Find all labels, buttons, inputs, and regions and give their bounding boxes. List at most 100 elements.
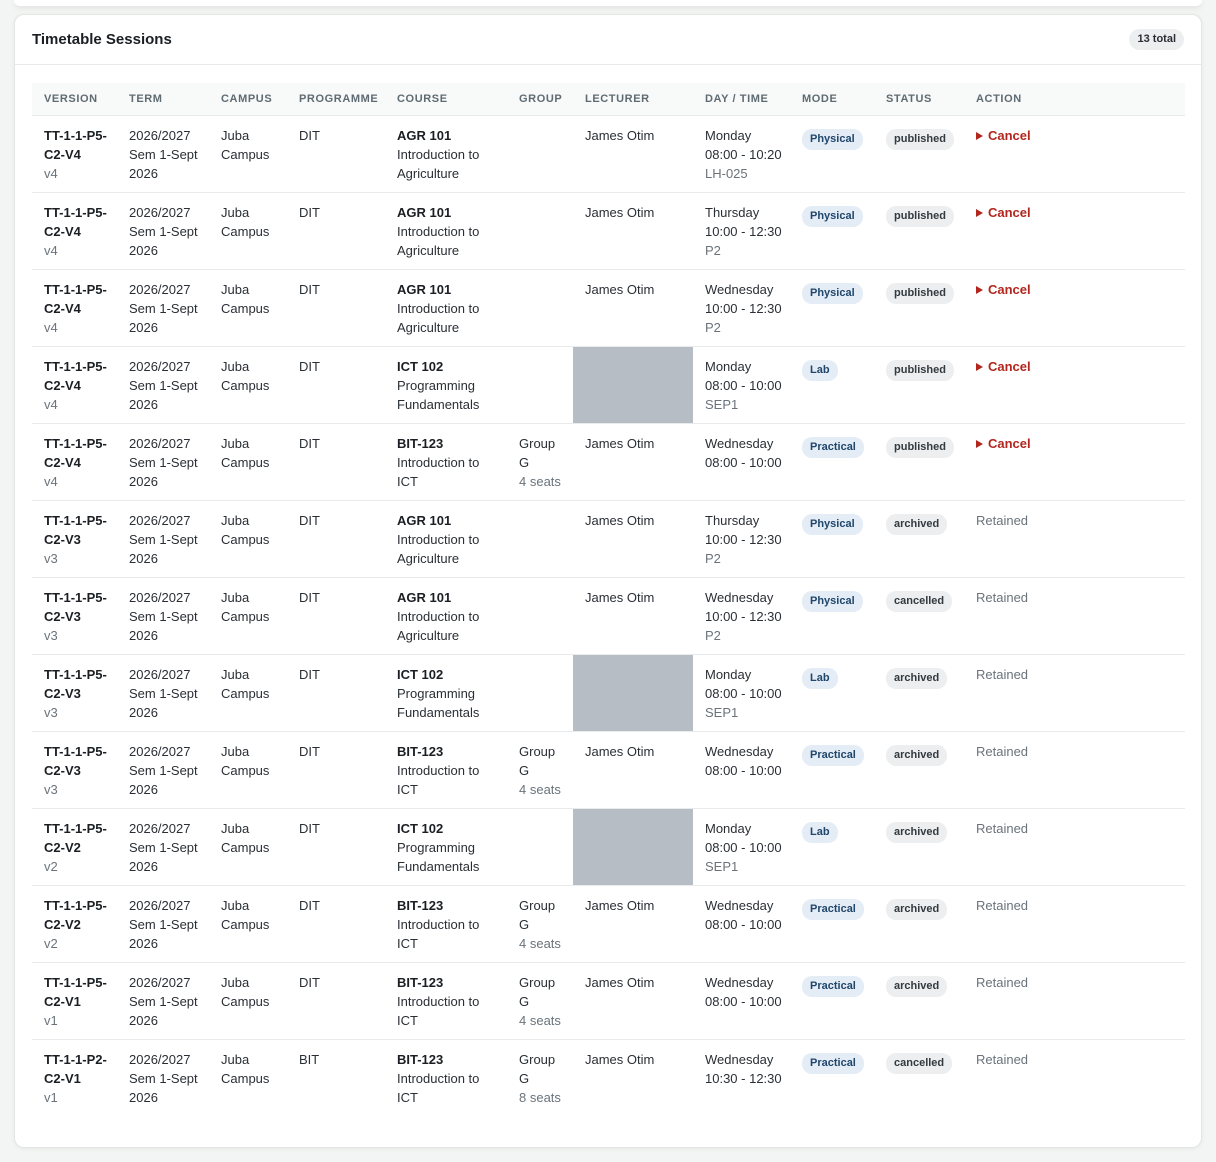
campus-name: Juba [221, 512, 250, 528]
status-badge: archived [886, 513, 948, 535]
session-day: Thursday [705, 512, 760, 528]
course-cell: ICT 102 Programming Fundamentals [385, 654, 507, 731]
campus-name: Juba [221, 666, 250, 682]
lecturer-name: James Otim [585, 512, 655, 528]
lecturer-cell: James Otim [573, 269, 693, 346]
status-cell: archived [874, 500, 964, 577]
term-year: 2026/2027 [129, 666, 191, 682]
course-code: AGR 101 [397, 204, 452, 220]
lecturer-cell: James Otim [573, 885, 693, 962]
course-name-line1: Introduction to [397, 454, 480, 470]
action-cell: Retained [964, 500, 1185, 577]
campus-name: Juba [221, 1051, 250, 1067]
term-cell: 2026/2027 Sem 1-Sept 2026 [117, 423, 209, 500]
previous-card-edge [14, 0, 1202, 6]
version-cell: TT-1-1-P5-C2-V4 v4 [32, 423, 117, 500]
group-label: Group [519, 435, 556, 451]
group-cell [507, 808, 573, 885]
column-header-mode[interactable]: MODE [802, 92, 838, 105]
retained-label: Retained [976, 743, 1029, 759]
term-year-start: 2026 [129, 858, 158, 874]
term-year: 2026/2027 [129, 127, 191, 143]
mode-badge: Practical [802, 898, 864, 920]
cancel-session-button[interactable]: Cancel [976, 434, 1031, 453]
cancel-session-button[interactable]: Cancel [976, 280, 1031, 299]
term-year-start: 2026 [129, 704, 158, 720]
day-time-cell: Wednesday 10:30 - 12:30 [693, 1039, 790, 1116]
table-header-row: VERSION TERM CAMPUS PROGRAMME COURSE GRO… [32, 83, 1185, 115]
version-code: TT-1-1-P5-C2-V3 [44, 666, 107, 701]
session-time: 08:00 - 10:20 [705, 146, 782, 162]
term-year: 2026/2027 [129, 974, 191, 990]
campus-cell: Juba Campus [209, 962, 287, 1039]
version-code: TT-1-1-P5-C2-V2 [44, 897, 107, 932]
campus-suffix: Campus [221, 993, 270, 1009]
session-time: 08:00 - 10:00 [705, 685, 782, 701]
programme-cell: DIT [299, 281, 320, 297]
programme-cell: DIT [299, 435, 320, 451]
session-day: Wednesday [705, 281, 774, 297]
course-name-line1: Introduction to [397, 300, 480, 316]
version-code: TT-1-1-P5-C2-V4 [44, 281, 107, 316]
campus-name: Juba [221, 435, 250, 451]
version-number: v3 [44, 550, 58, 566]
version-code: TT-1-1-P5-C2-V4 [44, 204, 107, 239]
session-time: 10:00 - 12:30 [705, 608, 782, 624]
course-cell: BIT-123 Introduction to ICT [385, 885, 507, 962]
course-name-line2: Fundamentals [397, 396, 480, 412]
column-header-status[interactable]: STATUS [886, 92, 932, 105]
column-header-course[interactable]: COURSE [397, 92, 448, 105]
cancel-session-button[interactable]: Cancel [976, 126, 1031, 145]
campus-name: Juba [221, 743, 250, 759]
group-seats: 4 seats [519, 781, 561, 797]
term-semester: Sem 1-Sept [129, 1070, 198, 1086]
column-header-lecturer[interactable]: LECTURER [585, 92, 650, 105]
action-cell: Retained [964, 1039, 1185, 1116]
session-room: P2 [705, 550, 721, 566]
column-header-group[interactable]: GROUP [519, 92, 563, 105]
column-header-programme[interactable]: PROGRAMME [299, 92, 379, 105]
course-cell: BIT-123 Introduction to ICT [385, 962, 507, 1039]
status-cell: archived [874, 885, 964, 962]
mode-badge: Physical [802, 205, 863, 227]
day-time-cell: Monday 08:00 - 10:20 LH-025 [693, 115, 790, 192]
campus-cell: Juba Campus [209, 269, 287, 346]
version-number: v4 [44, 319, 58, 335]
session-room: LH-025 [705, 165, 748, 181]
version-code: TT-1-1-P5-C2-V4 [44, 435, 107, 470]
session-day: Wednesday [705, 589, 774, 605]
column-header-term[interactable]: TERM [129, 92, 163, 105]
lecturer-cell: James Otim [573, 423, 693, 500]
mode-badge: Physical [802, 128, 863, 150]
campus-name: Juba [221, 820, 250, 836]
version-cell: TT-1-1-P5-C2-V4 v4 [32, 346, 117, 423]
session-day: Wednesday [705, 435, 774, 451]
term-year: 2026/2027 [129, 204, 191, 220]
cancel-session-button[interactable]: Cancel [976, 203, 1031, 222]
campus-cell: Juba Campus [209, 346, 287, 423]
column-header-campus[interactable]: CAMPUS [221, 92, 273, 105]
cancel-label: Cancel [988, 205, 1031, 220]
status-cell: cancelled [874, 1039, 964, 1116]
column-header-day-time[interactable]: DAY / TIME [705, 92, 769, 105]
course-code: ICT 102 [397, 358, 444, 374]
day-time-cell: Wednesday 10:00 - 12:30 P2 [693, 577, 790, 654]
session-time: 08:00 - 10:00 [705, 762, 782, 778]
programme-cell: DIT [299, 589, 320, 605]
campus-name: Juba [221, 974, 250, 990]
course-cell: ICT 102 Programming Fundamentals [385, 346, 507, 423]
cancel-session-button[interactable]: Cancel [976, 357, 1031, 376]
course-name-line2: Fundamentals [397, 858, 480, 874]
cancel-label: Cancel [988, 359, 1031, 374]
group-letter: G [519, 993, 530, 1009]
lecturer-cell: James Otim [573, 577, 693, 654]
group-label: Group [519, 897, 556, 913]
action-cell: Cancel [964, 423, 1185, 500]
programme-cell: DIT [299, 204, 320, 220]
mode-badge: Physical [802, 282, 863, 304]
term-cell: 2026/2027 Sem 1-Sept 2026 [117, 808, 209, 885]
column-header-version[interactable]: VERSION [44, 92, 98, 105]
status-cell: archived [874, 962, 964, 1039]
mode-badge: Lab [802, 667, 838, 689]
term-year: 2026/2027 [129, 820, 191, 836]
